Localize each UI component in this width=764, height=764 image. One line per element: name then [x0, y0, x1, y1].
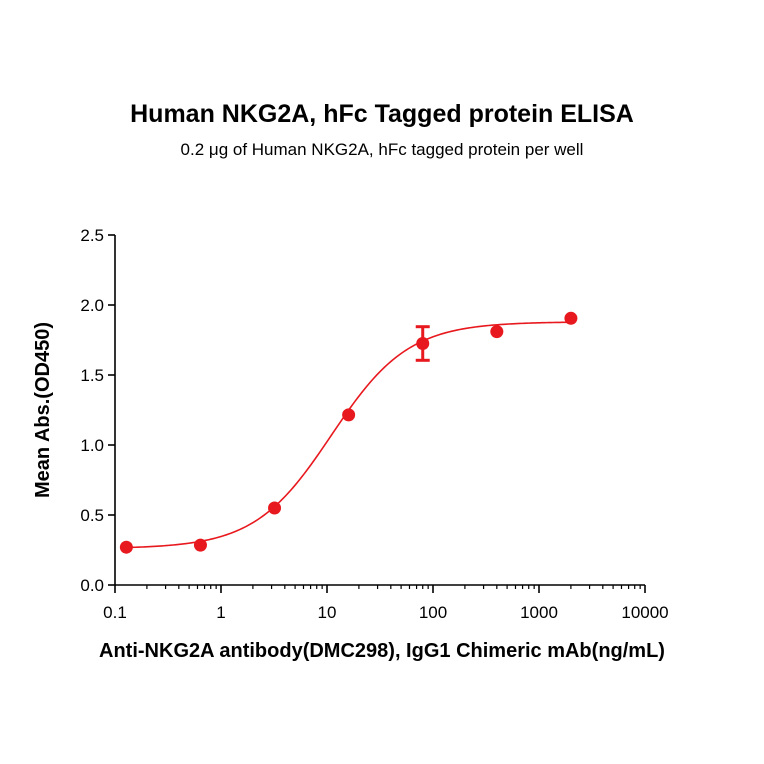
- y-tick-label: 2.0: [80, 296, 104, 315]
- data-points: [119, 311, 578, 554]
- ticks: 0.0 0.5 1.0 1.5 2.0 2.5 0.1 1 10 100 1000 10000: [80, 226, 668, 622]
- chart-title: Human NKG2A, hFc Tagged protein ELISA: [130, 100, 634, 128]
- x-axis-title: Anti-NKG2A antibody(DMC298), IgG1 Chimer…: [99, 640, 665, 662]
- y-tick-label: 0.0: [80, 576, 104, 595]
- chart-subtitle: 0.2 μg of Human NKG2A, hFc tagged protei…: [180, 140, 584, 159]
- axes: [114, 235, 645, 586]
- data-point: [416, 337, 430, 350]
- x-tick-label: 0.1: [103, 603, 127, 622]
- y-tick-label: 2.5: [80, 226, 104, 245]
- x-tick-label: 10: [318, 603, 337, 622]
- data-point: [119, 540, 133, 554]
- x-tick-label: 1000: [520, 603, 558, 622]
- y-tick-label: 1.5: [80, 366, 104, 385]
- data-point: [564, 311, 578, 325]
- data-point: [193, 538, 207, 552]
- fit-curve: [126, 321, 571, 549]
- data-point: [342, 408, 356, 422]
- x-tick-label: 100: [419, 603, 447, 622]
- data-point: [490, 325, 504, 339]
- data-point: [268, 501, 282, 515]
- y-tick-label: 1.0: [80, 436, 104, 455]
- x-tick-label: 10000: [621, 603, 668, 622]
- x-tick-label: 1: [216, 603, 225, 622]
- y-axis-title: Mean Abs.(OD450): [32, 322, 54, 498]
- y-tick-label: 0.5: [80, 506, 104, 525]
